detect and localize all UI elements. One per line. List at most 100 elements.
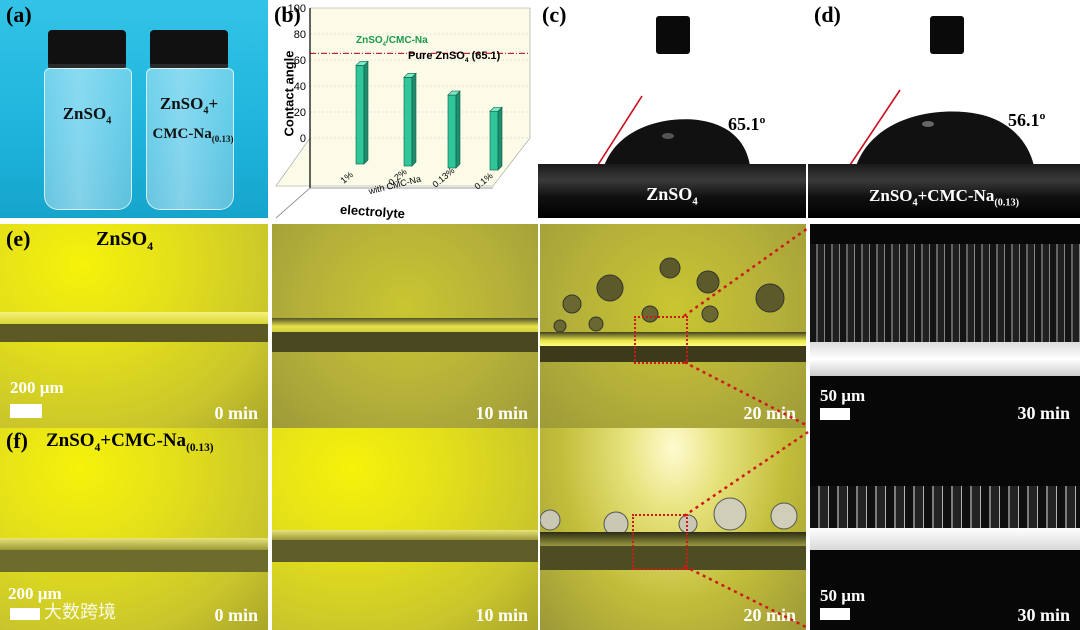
plate-label: ZnSO4 [646,184,698,208]
electrode-body [0,550,268,572]
electrode-edge [540,532,806,546]
panel-e-10min: 10 min [272,224,538,428]
droplet-highlight [922,121,934,127]
bar-side [411,72,417,167]
reference-line-label: Pure ZnSO4 (65.1) [408,50,501,65]
y-tick-label: 40 [294,81,306,93]
bar [447,90,461,169]
syringe-needle [656,16,690,54]
deposit-layer [810,486,1080,530]
bar [403,72,417,167]
scale-bar [820,608,850,620]
y-tick-label: 80 [294,29,306,41]
electrode-edge [0,538,268,550]
bar-side [497,106,503,171]
tangent-line [595,95,643,169]
zoom-region-box [632,514,688,570]
y-tick-label: 60 [294,55,306,67]
bar-top [403,73,417,78]
droplet-highlight [662,133,674,139]
vial-znso4: ZnSO4 [42,30,132,210]
bar-top [447,90,461,96]
scale-bar-label: 200 µm [8,584,62,603]
panel-e-0min: (e) ZnSO4 200 µm 0 min [0,224,268,428]
electrode-edge [272,530,538,540]
time-label: 20 min [743,403,796,423]
tangent-line [847,89,901,169]
vial-cap [48,30,126,68]
time-label: 0 min [214,605,258,625]
panel-e-30min-zoom: 50 µm 30 min [810,224,1080,428]
panel-e-title: ZnSO4 [96,228,154,253]
contact-angle-value: 56.1º [1008,110,1046,130]
vial-glass [146,68,234,210]
vial2-label-line2: CMC-Na(0.13) [152,126,234,144]
y-tick-label: 0 [300,133,306,145]
electrode-edge [540,332,806,346]
vial1-label: ZnSO4 [62,104,112,127]
vial-glass [44,68,132,210]
bright-electrode-edge [810,342,1080,376]
scale-bar-label: 200 µm [10,378,64,397]
panel-b-label: (b) [274,2,301,27]
bar [355,60,369,165]
panel-d-droplet: (d) ZnSO4+CMC-Na(0.13) 56.1º [808,0,1080,218]
panel-c-droplet: (c) ZnSO4 65.1º [538,0,806,218]
panel-f-title: ZnSO4+CMC-Na(0.13) [46,430,214,454]
scale-bar [10,404,42,418]
electrode-body [272,332,538,352]
panel-f-0min: (f) ZnSO4+CMC-Na(0.13) 200 µm 大数跨境 0 min [0,428,268,630]
panel-a-label: (a) [6,2,32,27]
panel-f-30min-zoom: 50 µm 30 min [810,428,1080,630]
panel-f-20min: 20 min [540,428,806,630]
dendrite-layer [810,244,1080,344]
panel-e-20min: 20 min [540,224,806,428]
bar-front [355,65,365,165]
panel-a-vials-photo: (a) ZnSO4 ZnSO4+ CMC-Na(0.13) [0,0,268,218]
scale-bar-label: 50 µm [820,586,866,605]
contact-angle-value: 65.1º [728,114,766,134]
bar-top [355,61,369,66]
watermark: 大数跨境 [44,602,116,623]
bright-electrode-edge [810,528,1080,550]
vial-cap [150,30,228,68]
droplet [856,111,1034,166]
droplet [604,119,750,166]
bar-side [455,90,461,169]
scale-bar [820,408,850,420]
electrode-body [272,540,538,562]
electrode-body [540,346,806,362]
bar-front [489,110,499,171]
chart-legend-text: ZnSO4/CMC-Na [356,35,428,48]
substrate-plate: ZnSO4+CMC-Na(0.13) [808,164,1080,218]
time-label: 20 min [743,605,796,625]
panel-e-label: (e) [6,226,31,251]
scale-bar [10,608,40,620]
time-label: 10 min [475,403,528,423]
panel-d-label: (d) [814,2,841,27]
chart-grid [310,7,530,139]
bar-side [363,60,369,165]
y-ticks: 0 20 40 60 80 100 [288,3,306,145]
panel-f-label: (f) [6,428,28,453]
bar-front [447,94,457,169]
bar [489,106,503,171]
time-label: 30 min [1017,403,1070,423]
vial-znso4-cmc: ZnSO4+ CMC-Na(0.13) [144,30,234,210]
panel-c-label: (c) [542,2,567,27]
electrode-edge [272,318,538,332]
zoom-region-box [634,316,688,364]
syringe-needle [930,16,964,54]
time-label: 30 min [1017,605,1070,625]
scale-bar-label: 50 µm [820,386,866,405]
time-label: 0 min [214,403,258,423]
y-tick-label: 100 [288,3,306,15]
time-label: 10 min [475,605,528,625]
substrate-plate: ZnSO4 [538,164,806,218]
electrode-body [0,324,268,342]
depth-axis [275,187,311,219]
bar-top [489,106,503,112]
bars [355,60,503,171]
panel-f-10min: 10 min [272,428,538,630]
